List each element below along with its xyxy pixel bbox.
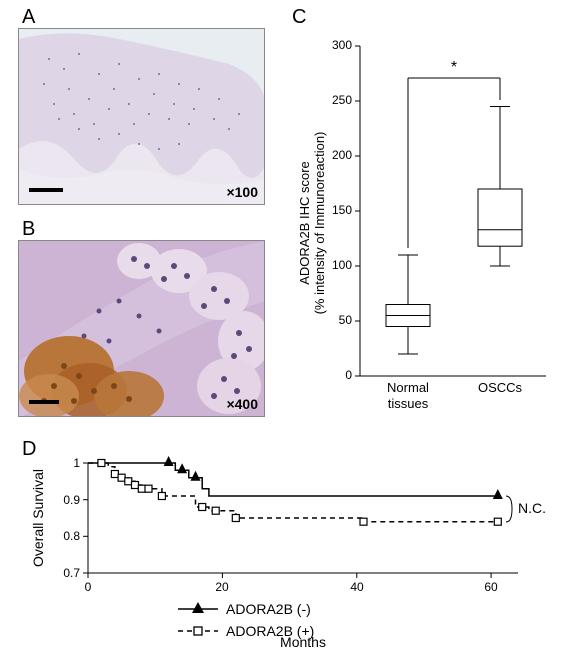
legend-neg-row: ADORA2B (-): [178, 598, 314, 620]
xcat-oscc: OSCCs: [470, 380, 530, 395]
ytick-100: 100: [324, 258, 352, 272]
ytick-250: 250: [324, 93, 352, 107]
panel-a-scalebar: [29, 188, 63, 192]
panel-d-ylabel: Overall Survival: [30, 458, 46, 578]
panel-d-legend: ADORA2B (-) ADORA2B (+): [178, 598, 314, 642]
d-ytick-1: 0.8: [56, 529, 80, 543]
xcat-normal-1: Normal: [378, 380, 438, 395]
panel-b-micrograph: ×400: [18, 240, 265, 417]
panel-a-magnification: ×100: [226, 184, 258, 200]
ytick-150: 150: [324, 203, 352, 217]
xcat-normal-2: tissues: [378, 396, 438, 411]
d-ytick-0: 0.7: [56, 566, 80, 580]
d-ytick-3: 1: [56, 456, 80, 470]
panel-c-ylabel-line1: ADORA2B IHC score: [297, 161, 312, 285]
panel-c-chart: ADORA2B IHC score (% intensity of Immuno…: [288, 18, 558, 418]
d-xtick-60: 60: [481, 580, 501, 594]
ytick-200: 200: [324, 148, 352, 162]
legend-pos-text: ADORA2B (+): [226, 623, 314, 639]
panel-d-nc: N.C.: [518, 500, 546, 516]
legend-neg-text: ADORA2B (-): [226, 601, 311, 617]
d-xtick-20: 20: [212, 580, 232, 594]
panel-b-svg: [19, 241, 265, 417]
legend-pos-row: ADORA2B (+): [178, 620, 314, 642]
svg-text:*: *: [451, 59, 457, 76]
panel-b-label: B: [22, 218, 35, 241]
legend-pos-icon: [178, 620, 218, 642]
panel-a-svg: [19, 29, 265, 205]
ytick-50: 50: [324, 313, 352, 327]
ytick-300: 300: [324, 38, 352, 52]
figure-container: A ×: [0, 0, 567, 659]
d-ytick-2: 0.9: [56, 493, 80, 507]
panel-c-ylabel: ADORA2B IHC score (% intensity of Immuno…: [297, 93, 327, 353]
ytick-0: 0: [324, 368, 352, 382]
panel-c-svg: *: [288, 18, 558, 418]
legend-neg-icon: [178, 598, 218, 620]
panel-d-chart: Overall Survival: [18, 448, 558, 653]
panel-a-micrograph: ×100: [18, 28, 265, 205]
d-xtick-40: 40: [347, 580, 367, 594]
d-xtick-0: 0: [78, 580, 98, 594]
panel-b-scalebar: [29, 400, 59, 404]
panel-b-magnification: ×400: [226, 396, 258, 412]
panel-a-label: A: [22, 6, 35, 29]
